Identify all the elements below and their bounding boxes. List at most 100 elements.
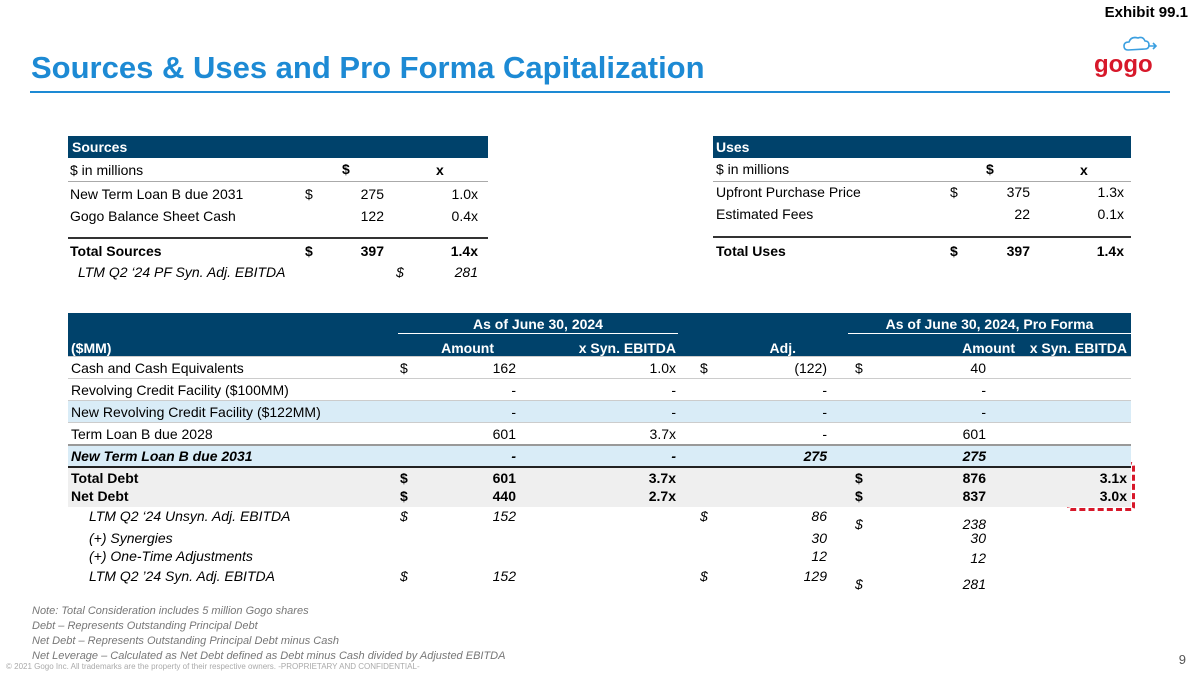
uses-row-multiple: 1.3x	[1097, 184, 1124, 200]
cap-row-multiple: -	[671, 382, 676, 398]
note-line: Net Debt – Represents Outstanding Princi…	[32, 635, 339, 647]
uses-total-multiple: 1.4x	[1096, 243, 1124, 259]
cap-row-multiple: -	[671, 404, 676, 420]
cap-row-adj-dollar: $	[700, 360, 708, 376]
cap-row-multiple: 3.7x	[648, 470, 676, 486]
notes: Note: Total Consideration includes 5 mil…	[32, 604, 505, 664]
uses-total-label: Total Uses	[716, 243, 786, 259]
col-header-amount: Amount	[441, 340, 494, 356]
sources-unit: $ in millions	[70, 162, 144, 178]
sources-col-dollar: $	[342, 161, 350, 177]
cap-row-adj: 86	[811, 508, 827, 524]
group-header-pro-forma: As of June 30, 2024, Pro Forma	[885, 316, 1094, 332]
title-rule	[30, 91, 1170, 93]
cap-row-pf-amount: 275	[962, 448, 986, 464]
cap-row-pf-dollar: $	[855, 516, 863, 532]
col-header-pf-x-syn-ebitda: x Syn. EBITDA	[1029, 340, 1127, 356]
cap-row-label: New Revolving Credit Facility ($122MM)	[71, 404, 321, 420]
sources-row-label: Gogo Balance Sheet Cash	[70, 208, 236, 224]
cap-row-pf-amount: 876	[962, 470, 986, 486]
cap-row-adj: 12	[811, 548, 827, 564]
cap-row-adj: -	[822, 382, 827, 398]
sources-ebitda-dollar: $	[396, 264, 404, 280]
cap-row-label: Total Debt	[71, 470, 139, 486]
footer-copyright: © 2021 Gogo Inc. All trademarks are the …	[6, 662, 420, 671]
cap-row-pf-dollar: $	[855, 470, 863, 486]
uses-col-dollar: $	[986, 161, 994, 177]
cap-row-dollar: $	[400, 508, 408, 524]
row-shade	[68, 445, 1131, 467]
row-divider	[68, 400, 1131, 401]
group-header-actual: As of June 30, 2024	[473, 316, 603, 332]
uses-row-dollar: $	[950, 184, 958, 200]
cap-row-amount: -	[511, 404, 516, 420]
cap-row-adj: -	[822, 426, 827, 442]
cap-row-label: (+) One-Time Adjustments	[89, 548, 253, 564]
cap-row-label: New Term Loan B due 2031	[71, 448, 253, 464]
cap-row-pf-amount: 837	[962, 488, 986, 504]
cap-row-adj-dollar: $	[700, 508, 708, 524]
row-divider	[68, 356, 1131, 357]
uses-total-amount: 397	[1006, 243, 1030, 259]
sources-col-x: x	[436, 162, 444, 178]
row-shade	[68, 401, 1131, 423]
sources-header: Sources	[72, 139, 128, 155]
cap-row-amount: 601	[492, 426, 516, 442]
sources-ebitda-amount: 281	[454, 264, 478, 280]
cap-row-pf-amount: 12	[970, 550, 986, 566]
cap-row-adj: -	[822, 404, 827, 420]
cap-row-multiple: 1.0x	[649, 360, 676, 376]
cap-header-bar: As of June 30, 2024 As of June 30, 2024,…	[68, 313, 1131, 356]
cap-row-adj: 30	[811, 530, 827, 546]
cap-row-adj-dollar: $	[700, 568, 708, 584]
cap-row-dollar: $	[400, 488, 408, 504]
sources-row-multiple: 0.4x	[451, 208, 478, 224]
cloud-arrow-icon: gogo	[1094, 36, 1158, 78]
uses-col-x: x	[1080, 162, 1088, 178]
cap-row-label: Net Debt	[71, 488, 129, 504]
row-divider	[68, 444, 1131, 446]
cap-row-adj: (122)	[794, 360, 827, 376]
cap-row-amount: 152	[492, 508, 516, 524]
cap-row-amount: -	[511, 382, 516, 398]
page-title: Sources & Uses and Pro Forma Capitalizat…	[31, 50, 705, 85]
cap-row-dollar: $	[400, 470, 408, 486]
row-divider	[68, 466, 1131, 468]
cap-row-pf-amount: 30	[970, 530, 986, 546]
exhibit-label: Exhibit 99.1	[1104, 4, 1188, 21]
cap-row-multiple: 3.7x	[649, 426, 676, 442]
row-divider	[68, 378, 1131, 379]
cap-row-amount: 152	[492, 568, 516, 584]
uses-header-bar: Uses	[713, 136, 1131, 158]
cap-row-pf-dollar: $	[855, 488, 863, 504]
cap-row-pf-amount: 238	[962, 516, 986, 532]
svg-text:gogo: gogo	[1094, 51, 1153, 78]
cap-row-pf-dollar: $	[855, 576, 863, 592]
cap-row-pf-multiple: 3.0x	[1099, 488, 1127, 504]
sources-row-dollar: $	[305, 186, 313, 202]
cap-row-label: LTM Q2 ’24 Syn. Adj. EBITDA	[89, 568, 275, 584]
note-line: Debt – Represents Outstanding Principal …	[32, 620, 258, 632]
cap-row-pf-amount: 601	[962, 426, 986, 442]
cap-row-pf-amount: -	[981, 382, 986, 398]
sources-header-bar: Sources	[68, 136, 488, 158]
uses-row-multiple: 0.1x	[1097, 206, 1124, 222]
cap-row-label: Cash and Cash Equivalents	[71, 360, 244, 376]
cap-row-pf-amount: -	[981, 404, 986, 420]
col-header-pf-amount: Amount	[962, 340, 1015, 356]
col-header-x-syn-ebitda: x Syn. EBITDA	[578, 340, 676, 356]
cap-row-dollar: $	[400, 360, 408, 376]
cap-row-amount: 162	[492, 360, 516, 376]
sources-total-multiple: 1.4x	[450, 243, 478, 259]
cap-row-pf-dollar: $	[855, 360, 863, 376]
cap-row-label: Revolving Credit Facility ($100MM)	[71, 382, 289, 398]
col-header-mm: ($MM)	[71, 340, 112, 356]
uses-row-label: Upfront Purchase Price	[716, 184, 861, 200]
cap-row-label: LTM Q2 ‘24 Unsyn. Adj. EBITDA	[89, 508, 291, 524]
cap-row-amount: 440	[492, 488, 516, 504]
sources-row-amount: 275	[360, 186, 384, 202]
row-divider	[68, 422, 1131, 423]
uses-row-amount: 375	[1006, 184, 1030, 200]
note-line: Net Leverage – Calculated as Net Debt de…	[32, 650, 506, 662]
sources-total-label: Total Sources	[70, 243, 162, 259]
